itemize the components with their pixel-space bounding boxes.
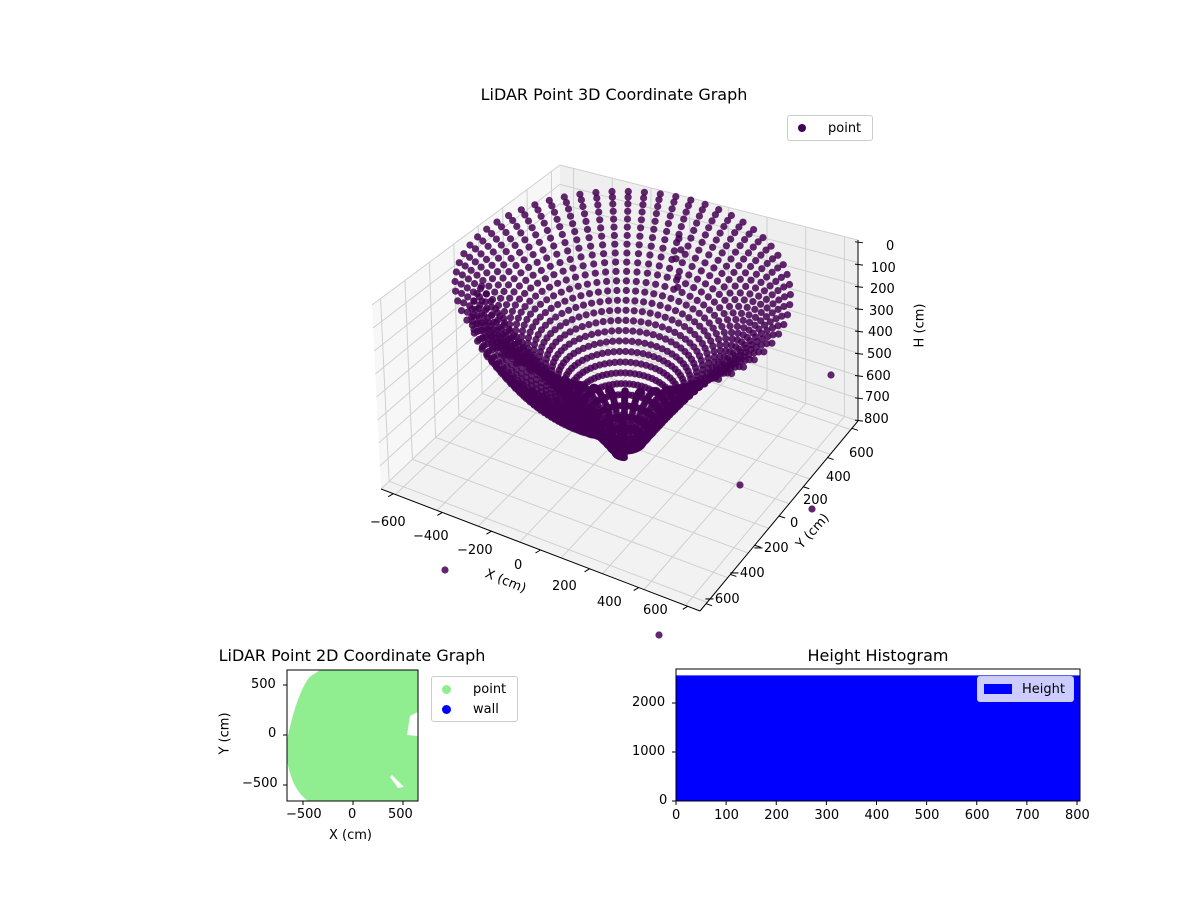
chart-2d-ytick: −500	[242, 776, 278, 791]
chart-3d-legend: point	[787, 115, 873, 141]
chart-2d-title: LiDAR Point 2D Coordinate Graph	[218, 646, 486, 665]
legend-point-marker-icon	[442, 684, 451, 694]
chart-3d-ztick: 600	[866, 368, 891, 384]
chart-3d-xtick: 600	[643, 603, 668, 618]
chart-2d-xlabel: X (cm)	[329, 828, 372, 843]
histogram-xtick: 700	[1014, 808, 1040, 823]
chart-2d-points	[287, 670, 418, 801]
histogram-ytick: 2000	[632, 695, 666, 710]
legend-wall-marker-icon	[442, 704, 451, 714]
histogram-ytick: 1000	[632, 744, 666, 759]
histogram-ytick: 0	[659, 793, 668, 808]
histogram-legend: Height	[977, 676, 1074, 702]
chart-3d-ytick: 400	[826, 470, 851, 485]
chart-3d-ytick: 0	[790, 516, 799, 531]
chart-3d-title: LiDAR Point 3D Coordinate Graph	[480, 85, 748, 104]
chart-2d-legend: point wall	[431, 676, 518, 722]
chart-3d-ztick: 800	[864, 411, 889, 427]
chart-3d-zlabel: H (cm)	[912, 303, 928, 348]
histogram-xtick: 100	[714, 808, 739, 823]
chart-3d-ytick: −600	[704, 592, 740, 607]
chart-3d-ztick: 300	[869, 303, 894, 319]
chart-3d-ztick: 500	[867, 347, 892, 362]
chart-3d-xtick: −600	[370, 515, 406, 530]
histogram-xtick: 500	[914, 808, 940, 823]
chart-2d-xtick: 0	[348, 807, 357, 822]
chart-3d-xtick: 200	[552, 579, 577, 594]
legend-point-marker-icon	[798, 124, 806, 132]
chart-3d-ztick: 0	[886, 239, 895, 254]
legend-label-point: point	[473, 681, 507, 697]
chart-3d-ytick: 200	[803, 493, 828, 508]
histogram-xtick: 300	[814, 808, 840, 823]
histogram-xtick: 0	[672, 808, 681, 823]
chart-2d-xtick: −500	[286, 807, 322, 822]
histogram-xtick: 200	[764, 808, 790, 823]
legend-height-swatch-icon	[984, 684, 1012, 694]
chart-3d-ytick: 600	[849, 446, 874, 461]
legend-label-point: point	[828, 120, 862, 136]
chart-2d-ylabel: Y (cm)	[217, 712, 233, 755]
chart-3d-xtick: −400	[413, 529, 449, 544]
point-cloud	[441, 187, 835, 639]
histogram-xtick: 600	[964, 808, 990, 823]
chart-2d-xtick: 500	[388, 807, 413, 822]
chart-3d-ytick: −200	[753, 541, 789, 556]
legend-label-wall: wall	[473, 701, 499, 717]
chart-3d-ztick: 100	[871, 260, 896, 276]
chart-3d-xtick: 0	[514, 558, 523, 573]
chart-3d-ytick: −400	[729, 566, 765, 581]
chart-3d-ztick: 400	[868, 325, 893, 341]
chart-2d-ytick: 500	[251, 677, 276, 692]
chart-3d-ztick: 200	[870, 282, 895, 298]
chart-3d-xtick: −200	[457, 543, 493, 558]
chart-2d-ytick: 0	[268, 726, 277, 741]
histogram-title: Height Histogram	[807, 646, 949, 665]
chart-3d-xtick: 400	[597, 595, 622, 610]
histogram-xtick: 800	[1064, 808, 1090, 823]
chart-3d-ztick: 700	[865, 390, 890, 406]
legend-label-height: Height	[1022, 681, 1065, 697]
histogram-xtick: 400	[864, 808, 890, 823]
